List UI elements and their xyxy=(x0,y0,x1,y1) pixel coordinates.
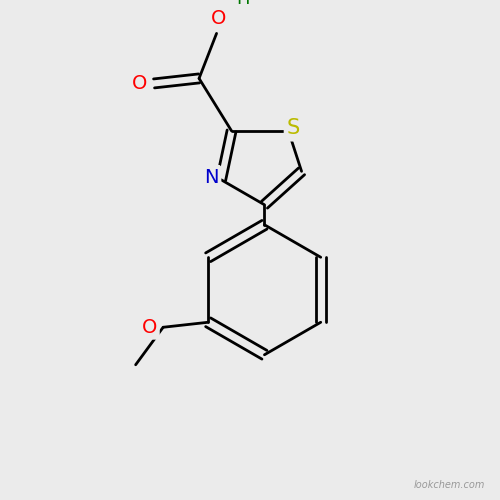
Text: N: N xyxy=(204,168,218,187)
Text: lookchem.com: lookchem.com xyxy=(414,480,485,490)
Text: S: S xyxy=(287,118,300,139)
Text: O: O xyxy=(142,318,157,337)
Text: H: H xyxy=(236,0,250,8)
Text: O: O xyxy=(132,74,148,93)
Text: O: O xyxy=(212,9,226,28)
